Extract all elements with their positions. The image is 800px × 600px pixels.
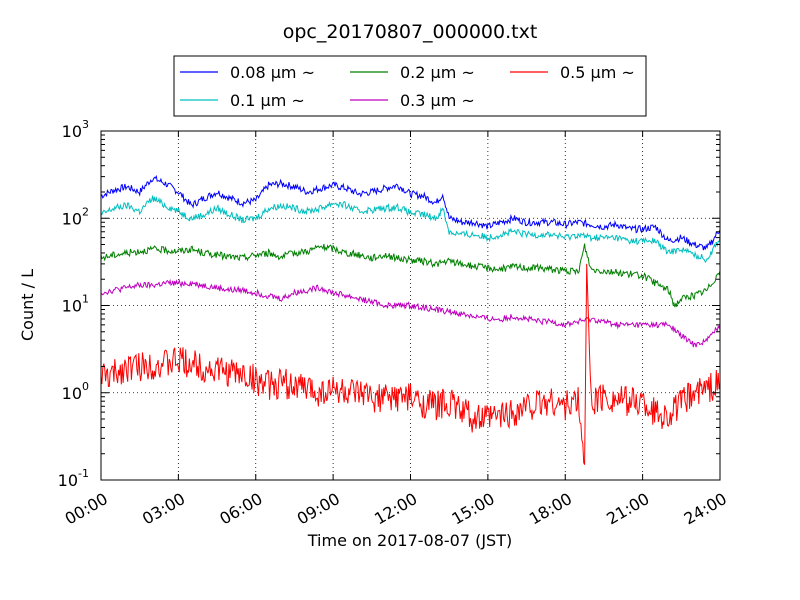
legend-label: 0.2 μm ~: [400, 63, 475, 82]
y-tick-label: 103: [62, 118, 89, 141]
legend-label: 0.3 μm ~: [400, 91, 475, 110]
x-tick-label: 06:00: [216, 489, 265, 529]
x-tick-label: 09:00: [294, 489, 343, 529]
legend-label: 0.08 μm ~: [230, 63, 315, 82]
legend-label: 0.1 μm ~: [230, 91, 305, 110]
legend-box: [173, 55, 647, 117]
series-line: [100, 174, 721, 251]
legend-label: 0.5 μm ~: [560, 63, 635, 82]
x-tick-label: 03:00: [139, 489, 188, 529]
x-tick-label: 24:00: [681, 489, 730, 529]
x-tick-label: 00:00: [62, 489, 111, 529]
x-tick-label: 21:00: [603, 489, 652, 529]
series-line: [100, 243, 721, 308]
y-tick-label: 10-1: [58, 467, 89, 490]
series-line: [100, 195, 721, 263]
y-tick-label: 101: [62, 293, 89, 316]
series-line: [100, 278, 721, 348]
x-tick-label: 15:00: [448, 489, 497, 529]
x-axis-label: Time on 2017-08-07 (JST): [307, 531, 512, 550]
y-tick-label: 102: [62, 205, 89, 228]
x-tick-label: 18:00: [526, 489, 575, 529]
x-tick-label: 12:00: [371, 489, 420, 529]
plot-lines: [100, 174, 721, 465]
axis-ticks: 00:00 03:00 06:00 09:00 12:00 15:00 18:00 21:00…: [58, 118, 730, 529]
y-tick-label: 100: [62, 380, 89, 403]
legend: 0.08 μm ~ 0.2 μm ~ 0.5 μm ~ 0.1 μm ~ 0.3 μm …: [173, 55, 647, 117]
y-axis-label: Count / L: [18, 269, 37, 341]
chart-title: opc_20170807_000000.txt: [283, 21, 538, 43]
series-line: [100, 263, 721, 465]
grid: [101, 131, 720, 480]
